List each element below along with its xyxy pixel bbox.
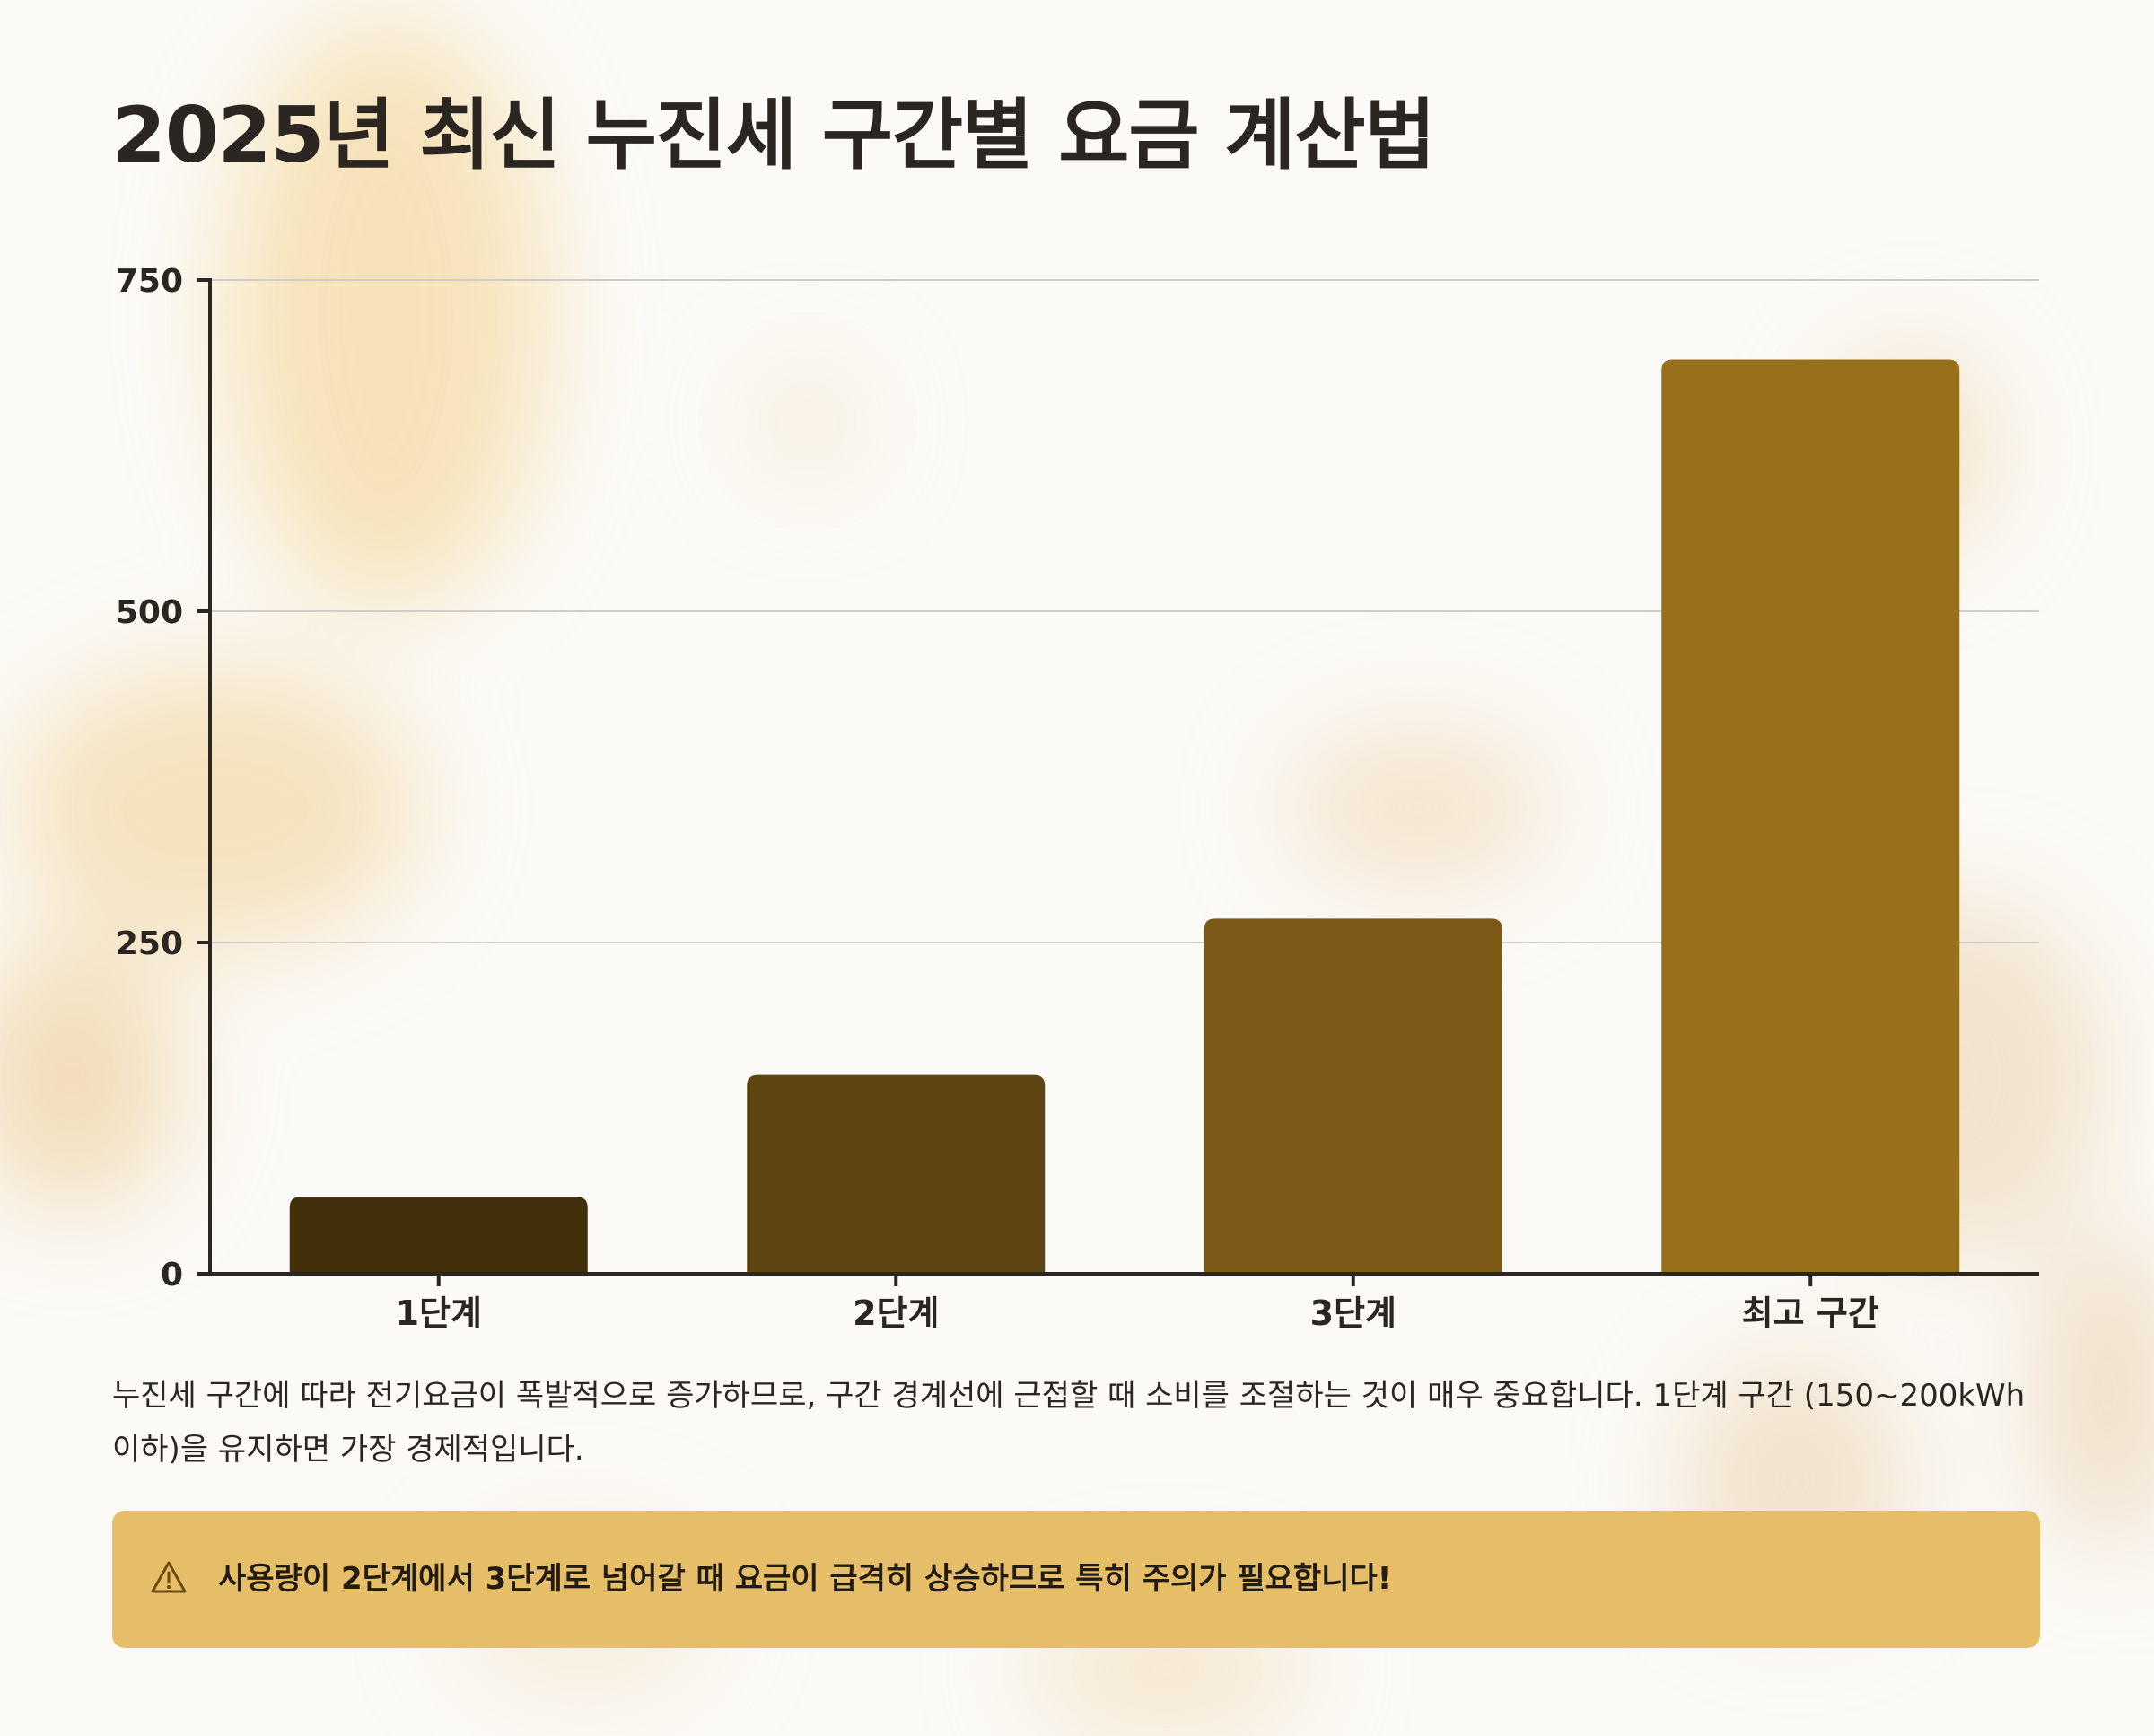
- chart-axes: [208, 278, 2039, 1276]
- x-axis-ticks: 1단계 2단계 3단계 최고 구간: [396, 1274, 1879, 1333]
- chart-bars: [289, 359, 1960, 1274]
- x-tick-label: 3단계: [1310, 1293, 1397, 1333]
- y-axis-ticks: 0 250 500 750: [116, 263, 210, 1293]
- x-tick-label: 최고 구간: [1742, 1293, 1879, 1333]
- warning-text: 사용량이 2단계에서 3단계로 넘어갈 때 요금이 급격히 상승하므로 특히 주…: [218, 1561, 1392, 1597]
- y-tick-label: 250: [116, 925, 183, 962]
- page-title: 2025년 최신 누진세 구간별 요금 계산법: [112, 91, 1436, 180]
- warning-callout: 사용량이 2단계에서 3단계로 넘어갈 때 요금이 급격히 상승하므로 특히 주…: [112, 1511, 2040, 1648]
- warning-triangle-icon: [151, 1561, 187, 1593]
- bar-4: [1661, 359, 1960, 1274]
- bar-chart: 0 250 500 750 1단계 2단계 3단계 최고 구간: [116, 263, 2039, 1333]
- y-tick-label: 750: [116, 263, 183, 300]
- x-tick-label: 1단계: [396, 1293, 482, 1333]
- y-tick-label: 500: [116, 594, 183, 631]
- x-tick-label: 2단계: [853, 1293, 939, 1333]
- bar-3: [1204, 918, 1502, 1274]
- chart-description: 누진세 구간에 따라 전기요금이 폭발적으로 증가하므로, 구간 경계선에 근접…: [112, 1378, 2026, 1468]
- bar-2: [747, 1074, 1046, 1274]
- bar-1: [289, 1197, 588, 1274]
- y-tick-label: 0: [161, 1257, 183, 1293]
